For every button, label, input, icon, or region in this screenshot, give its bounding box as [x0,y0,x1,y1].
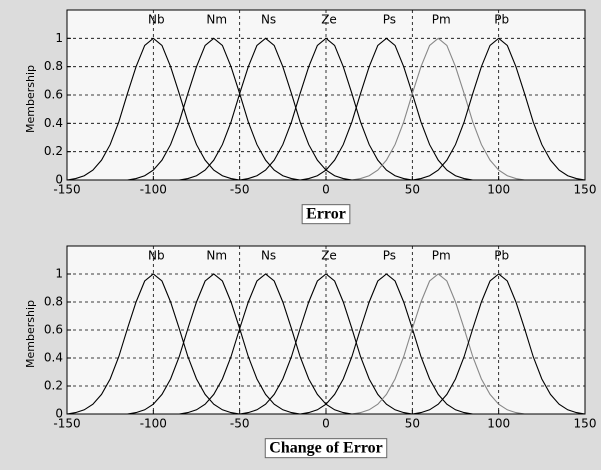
plot-frame [66,9,586,181]
plot-frame [66,245,586,415]
x-tick-label: 50 [405,417,420,431]
y-axis-label: Membership [24,300,37,368]
series-label: Pb [494,13,509,27]
series-label: Pm [432,13,451,27]
y-tick-label: 0.6 [44,323,63,337]
x-axis-label: Change of Error [269,440,382,457]
series-label: Nb [148,249,165,263]
series-label: Nm [206,13,227,27]
x-tick-label: 100 [487,417,510,431]
y-tick-label: 0 [55,407,63,421]
series-label: Ns [261,13,276,27]
y-tick-label: 0.2 [44,144,63,158]
series-label: Ns [261,249,276,263]
y-tick-label: 1 [55,31,63,45]
x-tick-label: -50 [230,183,250,197]
x-tick-label: 100 [487,183,510,197]
series-label: Ze [321,249,337,263]
y-tick-label: 1 [55,267,63,281]
series-label: Ps [383,249,396,263]
y-tick-label: 0 [55,173,63,187]
x-tick-label: -50 [230,417,250,431]
series-label: Nm [206,249,227,263]
y-tick-label: 0.8 [44,295,63,309]
series-label: Pm [432,249,451,263]
x-tick-label: -100 [140,183,167,197]
y-tick-label: 0.4 [44,351,63,365]
y-tick-label: 0.4 [44,116,63,130]
x-axis-label-box [301,204,351,225]
x-tick-label: -150 [53,183,80,197]
x-tick-label: 150 [574,417,597,431]
y-tick-label: 0.8 [44,59,63,73]
x-tick-label: 50 [405,183,420,197]
x-tick-label: -150 [53,417,80,431]
x-tick-label: 0 [322,417,330,431]
x-tick-label: 150 [574,183,597,197]
y-tick-label: 0.6 [44,88,63,102]
x-tick-label: -100 [140,417,167,431]
series-label: Nb [148,13,165,27]
y-tick-label: 0.2 [44,379,63,393]
x-tick-label: 0 [322,183,330,197]
x-axis-label-box [264,438,388,459]
series-label: Ze [321,13,337,27]
series-label: Ps [383,13,396,27]
x-axis-label: Error [306,206,346,223]
y-axis-label: Membership [24,65,37,133]
series-label: Pb [494,249,509,263]
